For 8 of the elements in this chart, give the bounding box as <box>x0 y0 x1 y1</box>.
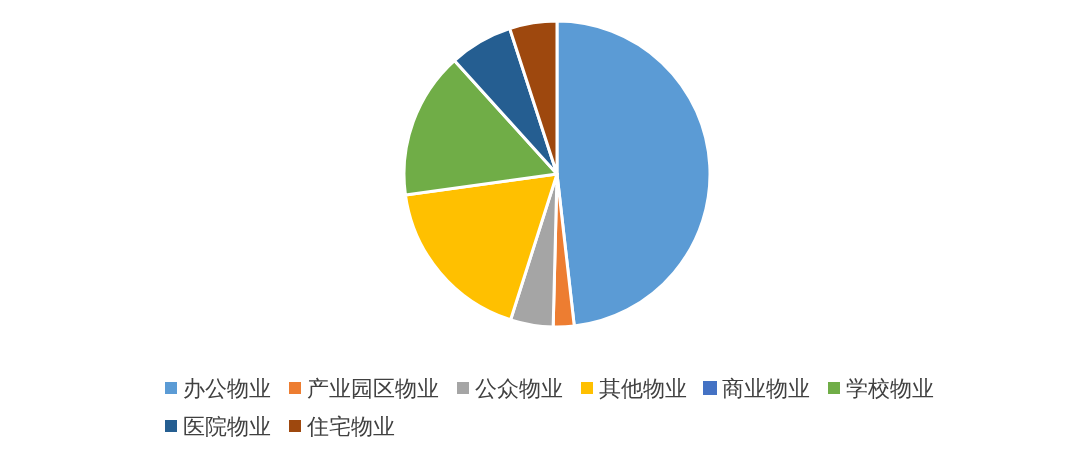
legend-label: 产业园区物业 <box>307 375 439 401</box>
legend-label: 住宅物业 <box>306 413 395 439</box>
legend-label: 公众物业 <box>475 375 563 401</box>
legend-label: 办公物业 <box>183 375 271 401</box>
legend-label: 医院物业 <box>183 413 271 439</box>
legend-label: 其他物业 <box>599 375 687 401</box>
legend-label: 商业物业 <box>722 375 810 401</box>
legend-label: 学校物业 <box>846 375 934 401</box>
